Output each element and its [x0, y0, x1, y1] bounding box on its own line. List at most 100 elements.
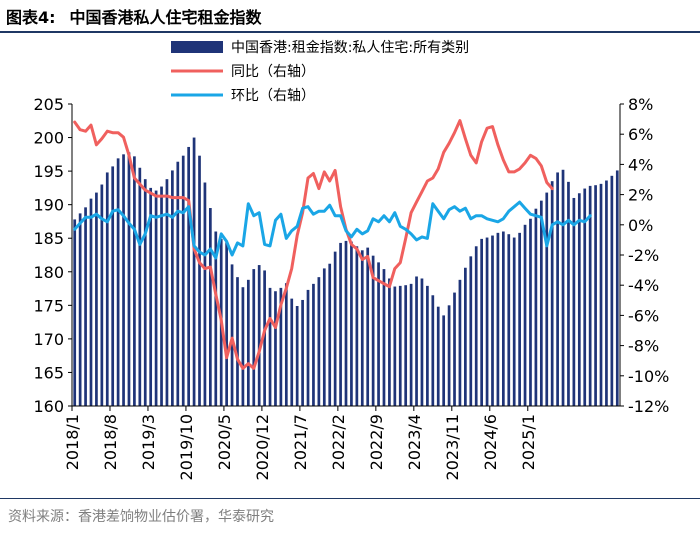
bar: [84, 207, 87, 406]
rent-index-chart: 160 165 170 175 180 185 190 195 200 205 -12% -10% -8…: [33, 40, 669, 480]
bar: [78, 213, 82, 406]
bar: [480, 238, 483, 406]
left-tick-label: 185: [33, 229, 64, 248]
bar: [426, 285, 429, 406]
bar: [469, 256, 473, 406]
bar: [583, 188, 587, 406]
left-tick-label: 160: [33, 397, 64, 416]
bar: [198, 155, 201, 406]
source-note: 资料来源：香港差饷物业估价署，华泰研究: [8, 509, 274, 525]
bar: [333, 251, 337, 406]
bar: [561, 169, 565, 406]
bar: [171, 170, 174, 406]
bar: [442, 315, 446, 406]
x-tick-label: 2023/11: [443, 414, 462, 480]
title-rule: [0, 31, 700, 33]
bar: [398, 285, 402, 406]
left-tick-label: 205: [33, 95, 64, 114]
bar: [453, 292, 456, 406]
bar: [534, 208, 538, 406]
bar: [284, 283, 288, 406]
bar: [360, 250, 364, 406]
bar: [567, 181, 570, 406]
bar: [312, 283, 315, 406]
x-tick-label: 2020/12: [253, 414, 272, 480]
bar: [246, 279, 250, 406]
bar: [447, 305, 451, 406]
bar: [366, 247, 370, 406]
bar: [420, 278, 424, 406]
x-tick-label: 2018/1: [63, 414, 82, 470]
bar: [160, 186, 163, 406]
right-tick-label: 2%: [628, 186, 653, 205]
bar: [133, 156, 136, 406]
bar: [615, 170, 619, 406]
left-tick-label: 175: [33, 296, 64, 315]
bar: [290, 298, 294, 406]
bar: [89, 198, 93, 406]
right-tick-label: -8%: [628, 337, 659, 356]
source-rule: [0, 498, 700, 499]
figure-label: 图表4:: [6, 8, 56, 27]
bar: [501, 231, 505, 406]
right-tick-label: 6%: [628, 125, 653, 144]
bar: [274, 291, 277, 406]
bar: [512, 237, 516, 406]
bar: [556, 172, 559, 406]
bar: [377, 262, 380, 406]
x-tick-label: 2018/8: [101, 414, 120, 470]
bar: [545, 192, 549, 406]
bar: [154, 190, 158, 406]
bar: [388, 278, 391, 406]
bar: [181, 155, 185, 406]
left-tick-label: 200: [33, 129, 64, 148]
bar: [539, 200, 543, 406]
bar: [317, 277, 321, 406]
bar: [225, 242, 228, 406]
bar: [550, 181, 554, 406]
bar: [176, 161, 180, 406]
x-tick-label: 2020/5: [215, 414, 234, 470]
bar: [149, 187, 153, 406]
bar: [279, 287, 283, 406]
right-tick-label: 8%: [628, 95, 653, 114]
bar: [393, 286, 397, 406]
bar: [230, 264, 234, 406]
bar: [143, 179, 147, 406]
figure-title: 图表4: 中国香港私人住宅租金指数: [6, 4, 262, 28]
bar: [605, 180, 608, 406]
bar: [328, 263, 332, 406]
bar: [257, 265, 261, 406]
bar: [111, 166, 115, 406]
bar: [436, 306, 440, 406]
bar: [409, 283, 413, 406]
right-tick-label: -6%: [628, 306, 659, 325]
bar: [95, 192, 98, 406]
bar-series: [73, 137, 619, 406]
bar: [464, 267, 467, 406]
bar: [588, 185, 592, 406]
legend-swatch-bar: [171, 41, 223, 53]
bar: [306, 289, 310, 406]
bar: [268, 287, 272, 406]
bar: [415, 276, 418, 406]
bar: [339, 242, 342, 406]
bar: [577, 193, 581, 406]
bar: [404, 285, 408, 406]
yoy-line: [73, 119, 554, 370]
bar: [458, 279, 462, 406]
bar: [485, 237, 489, 406]
left-tick-label: 170: [33, 330, 64, 349]
bar: [116, 158, 120, 406]
x-tick-label: 2025/1: [519, 414, 538, 470]
x-tick-label: 2022/9: [367, 414, 386, 470]
bar: [122, 154, 125, 406]
bar: [165, 179, 169, 406]
right-tick-label: -12%: [628, 397, 669, 416]
mom-line: [73, 200, 592, 260]
bar: [610, 175, 614, 406]
x-tick-label: 2019/3: [139, 414, 158, 470]
bar: [350, 241, 353, 406]
bar: [523, 224, 527, 406]
